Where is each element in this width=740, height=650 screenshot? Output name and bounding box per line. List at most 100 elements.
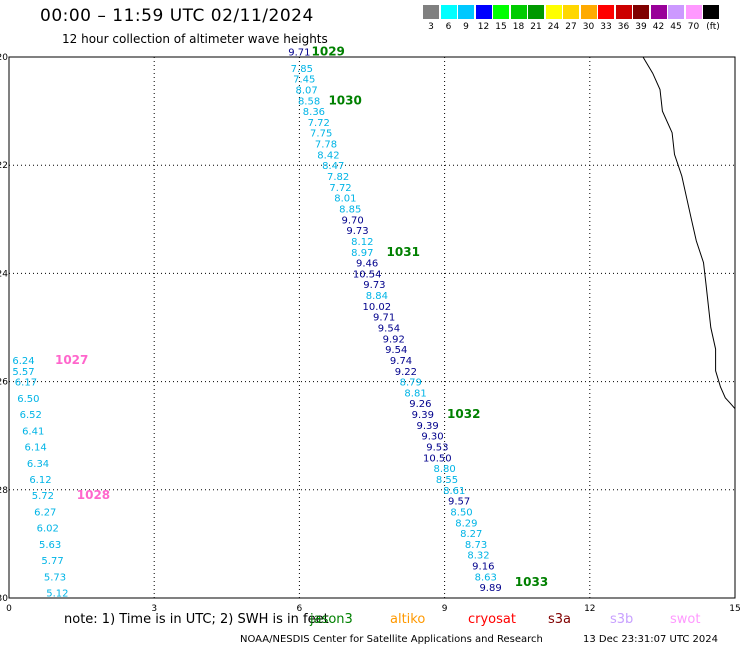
wave-height-value: 8.32 [467, 551, 489, 562]
legend-swatch [423, 5, 439, 19]
wave-height-value: 9.73 [346, 226, 368, 237]
legend-label: 30 [582, 22, 595, 32]
legend-label: 12 [477, 22, 490, 32]
wave-height-value: 6.02 [37, 524, 59, 535]
wave-height-value: 6.50 [17, 394, 39, 405]
wave-height-value: 8.79 [400, 378, 422, 389]
wave-height-value: 7.85 [291, 64, 313, 75]
wave-height-value: 9.39 [417, 421, 439, 432]
wave-height-value: 8.01 [334, 194, 356, 205]
wave-height-value: 8.85 [339, 204, 361, 215]
legend-label: 39 [635, 22, 647, 32]
legend-label: 27 [565, 22, 577, 32]
footer-note: note: 1) Time is in UTC; 2) SWH is in fe… [64, 612, 329, 627]
wave-height-value: 10.54 [353, 269, 382, 280]
legend-swatch [703, 5, 719, 19]
y-tick-label: -30 [0, 594, 8, 604]
generated-timestamp: 13 Dec 23:31:07 UTC 2024 [583, 634, 718, 645]
satellite-cryosat: cryosat [468, 612, 516, 627]
wave-height-value: 8.12 [351, 237, 373, 248]
legend-label: 21 [530, 22, 542, 32]
x-tick-label: 6 [297, 604, 303, 614]
wave-height-value: 6.27 [34, 507, 56, 518]
wave-height-value: 9.30 [421, 432, 443, 443]
wave-height-value: 7.82 [327, 172, 349, 183]
y-tick-label: -24 [0, 269, 8, 279]
wave-height-value: 8.61 [443, 486, 465, 497]
y-tick-label: -22 [0, 161, 8, 171]
map-title: 00:00 – 11:59 UTC 02/11/2024 [40, 6, 314, 26]
map-frame [8, 56, 736, 599]
wave-height-value: 8.84 [366, 291, 388, 302]
wave-height-value: 5.12 [46, 589, 68, 600]
wave-height-value: 9.92 [383, 334, 405, 345]
wave-height-value: 6.17 [15, 378, 37, 389]
time-mark: 1029 [312, 45, 345, 59]
legend-swatch [650, 5, 667, 19]
wave-height-value: 10.02 [363, 302, 392, 313]
legend-swatch [545, 5, 562, 19]
y-tick-label: -20 [0, 53, 8, 63]
wave-height-value: 9.39 [412, 410, 434, 421]
wave-height-value: 8.50 [450, 507, 472, 518]
legend-swatch [510, 5, 527, 19]
altimeter-tracks: 9.717.857.458.078.588.367.727.757.788.42… [12, 48, 501, 600]
wave-height-value: 8.42 [317, 150, 339, 161]
wave-height-value: 7.75 [310, 129, 332, 140]
wave-height-value: 8.80 [433, 464, 455, 475]
x-tick-label: 15 [729, 604, 740, 614]
wave-height-value: 5.63 [39, 540, 61, 551]
wave-height-value: 8.73 [465, 540, 487, 551]
wave-height-value: 5.73 [44, 572, 66, 583]
wave-height-value: 5.72 [32, 491, 54, 502]
legend-swatch [563, 5, 579, 19]
wave-height-value: 5.57 [12, 367, 34, 378]
wave-height-value: 7.78 [315, 140, 337, 151]
wave-height-value: 9.53 [426, 443, 448, 454]
legend-swatch [458, 5, 474, 19]
wave-height-value: 9.26 [409, 399, 431, 410]
satellite-swot: swot [670, 612, 701, 627]
wave-height-value: 9.16 [472, 562, 494, 573]
coastline-path [642, 56, 736, 410]
wave-height-value: 10.50 [423, 453, 452, 464]
wave-height-value: 8.97 [351, 248, 373, 259]
legend-label: 18 [512, 22, 525, 32]
wave-height-value: 8.58 [298, 96, 320, 107]
wave-height-value: 6.24 [12, 356, 34, 367]
x-tick-label: 3 [151, 604, 157, 614]
wave-height-value: 9.57 [448, 497, 470, 508]
wave-height-value: 6.14 [24, 443, 46, 454]
wave-height-value: 9.70 [342, 215, 364, 226]
legend-label: 33 [600, 22, 612, 32]
legend-swatch [493, 5, 509, 19]
wave-height-value: 9.71 [373, 313, 395, 324]
time-mark: 1033 [515, 575, 548, 589]
wave-height-value: 7.72 [308, 118, 330, 129]
satellite-altiko: altiko [390, 612, 426, 627]
wave-height-value: 8.27 [460, 529, 482, 540]
wave-height-value: 8.81 [404, 388, 426, 399]
legend-swatch [440, 5, 457, 19]
wave-height-value: 8.47 [322, 161, 344, 172]
x-tick-label: 9 [442, 604, 448, 614]
coastline [642, 56, 736, 410]
map-grid [8, 56, 736, 599]
legend-unit: (ft) [706, 22, 720, 32]
wave-height-value: 7.72 [329, 183, 351, 194]
wave-height-value: 9.46 [356, 259, 378, 270]
legend-label: 6 [445, 22, 452, 32]
wave-height-value: 6.34 [27, 459, 49, 470]
legend-swatch [580, 5, 597, 19]
map-axes: 0 3 6 9 12 15 -20 -22 -24 -26 -28 -30 [0, 53, 740, 614]
map-subtitle: 12 hour collection of altimeter wave hei… [62, 32, 328, 46]
wave-height-value: 9.54 [378, 324, 400, 335]
satellite-s3b: s3b [610, 612, 634, 627]
legend-swatch [475, 5, 492, 19]
legend-label: 9 [463, 22, 469, 32]
wave-height-value: 8.63 [475, 572, 497, 583]
legend-label: 42 [652, 22, 665, 32]
legend-swatch [615, 5, 632, 19]
wave-height-value: 8.29 [455, 518, 477, 529]
